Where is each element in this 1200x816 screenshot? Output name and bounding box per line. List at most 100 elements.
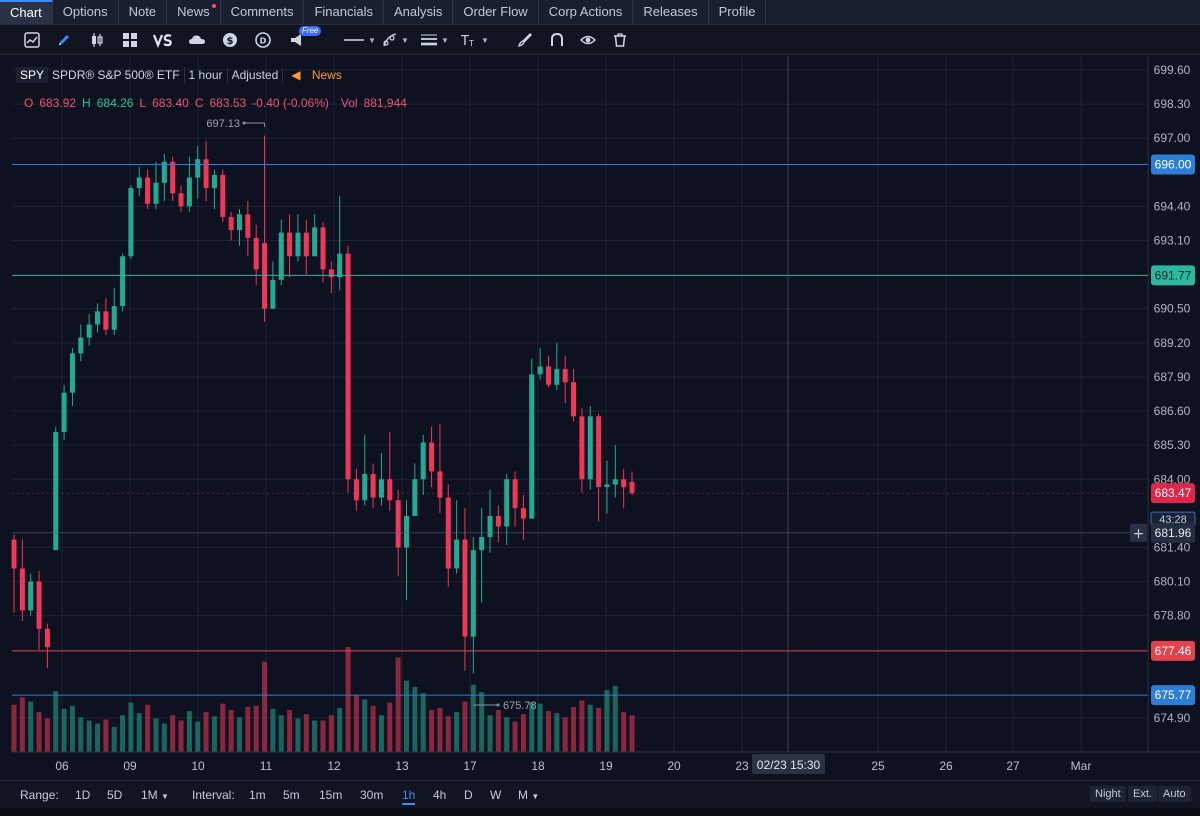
trash-icon[interactable] bbox=[612, 29, 628, 51]
volume-bar bbox=[236, 717, 242, 752]
last-price-tag: 683.47 bbox=[1155, 486, 1192, 500]
candle-body bbox=[412, 479, 418, 516]
volume-bar bbox=[195, 721, 201, 752]
pen-icon[interactable] bbox=[56, 29, 72, 51]
x-tick-label: 23 bbox=[735, 759, 749, 773]
range-interval-bar: Range: 1D 5D 1M ▼ Interval: 1m 5m 15m 30… bbox=[0, 780, 1200, 809]
volume-bar bbox=[495, 710, 501, 752]
dollar-icon[interactable]: $ bbox=[222, 29, 238, 51]
high-label: H bbox=[82, 96, 91, 110]
chart-type-icon[interactable] bbox=[24, 29, 40, 51]
news-toggle[interactable]: ◀ News bbox=[282, 67, 350, 83]
range-5d[interactable]: 5D bbox=[107, 788, 123, 802]
eye-icon[interactable] bbox=[580, 29, 596, 51]
volume-bar bbox=[520, 714, 526, 752]
candle-body bbox=[95, 311, 101, 325]
x-tick-label: 25 bbox=[871, 759, 885, 773]
tab-comments[interactable]: Comments bbox=[221, 0, 305, 24]
candlesticks: 697.13 675.78 bbox=[11, 118, 635, 712]
magnet-icon[interactable] bbox=[549, 29, 565, 51]
layout-grid-icon[interactable] bbox=[122, 29, 138, 51]
x-tick-label: 09 bbox=[123, 759, 137, 773]
tab-options[interactable]: Options bbox=[53, 0, 119, 24]
tab-profile[interactable]: Profile bbox=[709, 0, 767, 24]
tab-analysis[interactable]: Analysis bbox=[384, 0, 454, 24]
volume-bar bbox=[61, 708, 67, 752]
line-style-icon[interactable]: ▼ bbox=[344, 35, 376, 45]
candle-body bbox=[378, 479, 384, 498]
price-line-tag: 677.46 bbox=[1155, 644, 1192, 658]
interval-w[interactable]: W bbox=[490, 788, 502, 802]
x-tick-label: 10 bbox=[191, 759, 205, 773]
change-value: -0.40 (-0.06%) bbox=[252, 96, 329, 110]
interval-30m[interactable]: 30m bbox=[360, 788, 384, 802]
line-width-icon[interactable]: ▼ bbox=[421, 34, 449, 46]
interval-d[interactable]: D bbox=[464, 788, 473, 802]
volume-bar bbox=[287, 710, 293, 752]
volume-bar bbox=[78, 717, 84, 752]
tab-releases[interactable]: Releases bbox=[633, 0, 709, 24]
volume-bar bbox=[120, 715, 126, 752]
tab-chart[interactable]: Chart bbox=[0, 0, 53, 24]
volume-bar bbox=[320, 720, 326, 752]
interval-1m[interactable]: 1m bbox=[249, 788, 266, 802]
megaphone-icon[interactable]: Free bbox=[289, 26, 322, 51]
candlestick-icon[interactable] bbox=[89, 29, 105, 51]
drawing-tools-icon[interactable]: ▼ bbox=[382, 29, 409, 51]
interval-5m[interactable]: 5m bbox=[283, 788, 300, 802]
candle-body bbox=[303, 232, 309, 257]
candle-body bbox=[629, 481, 635, 494]
brush-icon[interactable] bbox=[517, 29, 533, 51]
x-tick-label: 26 bbox=[939, 759, 953, 773]
volume-bar bbox=[512, 721, 518, 752]
candle-body bbox=[345, 253, 351, 480]
candle-body bbox=[470, 550, 476, 637]
volume-bar bbox=[537, 703, 543, 752]
dividend-icon[interactable]: D bbox=[255, 29, 271, 51]
symbol-name: SPDR® S&P 500® ETF bbox=[52, 68, 180, 82]
candle-body bbox=[195, 159, 201, 178]
tab-news[interactable]: News bbox=[167, 0, 221, 24]
night-toggle[interactable]: Night bbox=[1090, 786, 1126, 802]
candle-body bbox=[328, 269, 334, 278]
volume-bar bbox=[596, 707, 602, 752]
text-tool-icon[interactable]: T T ▼ bbox=[460, 34, 489, 48]
extended-hours-toggle[interactable]: Ext. bbox=[1128, 786, 1157, 802]
volume-bar bbox=[337, 707, 343, 752]
candle-body bbox=[587, 416, 593, 480]
interval-indicator[interactable]: 1 hour bbox=[183, 67, 227, 83]
volume-bar bbox=[345, 647, 351, 752]
low-marker-label: 675.78 bbox=[503, 700, 537, 712]
tab-note[interactable]: Note bbox=[119, 0, 168, 24]
auto-scale-toggle[interactable]: Auto bbox=[1158, 786, 1191, 802]
candle-body bbox=[454, 539, 460, 569]
volume-bar bbox=[19, 697, 25, 752]
crosshair-price-tag-bg bbox=[1151, 522, 1195, 543]
price-lines[interactable] bbox=[12, 56, 1148, 752]
tab-corp-actions[interactable]: Corp Actions bbox=[539, 0, 634, 24]
open-label: O bbox=[24, 96, 34, 110]
price-line-tag-bg bbox=[1151, 685, 1195, 706]
compare-vs-icon[interactable] bbox=[153, 29, 173, 51]
candle-body bbox=[11, 539, 17, 569]
volume-bar bbox=[145, 704, 151, 752]
high-value: 684.26 bbox=[96, 96, 134, 110]
interval-1h[interactable]: 1h bbox=[402, 788, 416, 805]
news-megaphone-icon: ◀ bbox=[291, 68, 304, 82]
adjusted-indicator[interactable]: Adjusted bbox=[226, 67, 283, 83]
volume-bar bbox=[186, 711, 192, 752]
cloud-icon[interactable] bbox=[188, 29, 206, 51]
interval-15m[interactable]: 15m bbox=[319, 788, 343, 802]
candle-body bbox=[86, 324, 92, 338]
candle-body bbox=[320, 227, 326, 270]
volume-bar bbox=[529, 702, 535, 752]
range-1d[interactable]: 1D bbox=[75, 788, 91, 802]
interval-4h[interactable]: 4h bbox=[433, 788, 447, 802]
range-1m[interactable]: 1M ▼ bbox=[141, 788, 169, 802]
tab-financials[interactable]: Financials bbox=[304, 0, 384, 24]
add-alert-plus-icon[interactable]: + bbox=[1133, 526, 1145, 542]
tab-order-flow[interactable]: Order Flow bbox=[453, 0, 539, 24]
interval-m[interactable]: M ▼ bbox=[518, 788, 539, 802]
symbol-ticker[interactable]: SPY bbox=[16, 67, 49, 83]
